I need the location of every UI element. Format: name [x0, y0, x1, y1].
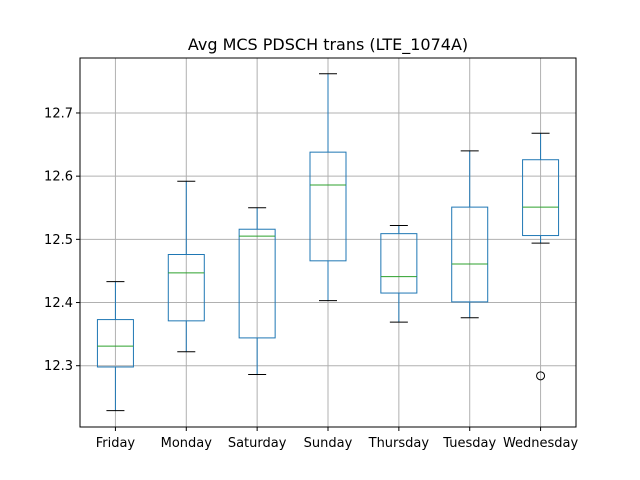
x-tick-label: Tuesday — [442, 436, 496, 451]
chart-title: Avg MCS PDSCH trans (LTE_1074A) — [188, 35, 468, 55]
box-tuesday — [451, 150, 489, 319]
x-tick-label: Friday — [96, 436, 136, 451]
y-tick-label: 12.6 — [44, 170, 73, 185]
box-iqr — [238, 228, 276, 339]
box-sunday — [309, 73, 347, 302]
box-monday — [167, 180, 205, 353]
x-tick-label: Sunday — [304, 436, 353, 451]
box-iqr — [96, 319, 134, 368]
box-iqr — [309, 151, 347, 262]
axis-layer: 12.3 12.4 12.5 12.6 12.7 Friday Monday Saturday… — [44, 106, 578, 451]
x-tick-label: Thursday — [368, 436, 430, 451]
box-iqr — [451, 206, 489, 303]
y-tick-label: 12.4 — [44, 296, 73, 311]
y-tick-label: 12.7 — [44, 106, 73, 121]
box-friday — [96, 281, 134, 412]
box-layer — [96, 73, 560, 412]
box-saturday — [238, 207, 276, 376]
x-tick-label: Wednesday — [503, 436, 579, 451]
box-iqr — [380, 233, 418, 294]
x-tick-label: Saturday — [228, 436, 287, 451]
x-tick-label: Monday — [161, 436, 213, 451]
y-tick-label: 12.5 — [44, 233, 73, 248]
y-tick-label: 12.3 — [44, 359, 73, 374]
outlier-point — [536, 371, 546, 381]
box-thursday — [380, 224, 418, 323]
box-wednesday — [522, 132, 560, 381]
box-iqr — [522, 159, 560, 237]
box-iqr — [167, 254, 205, 322]
